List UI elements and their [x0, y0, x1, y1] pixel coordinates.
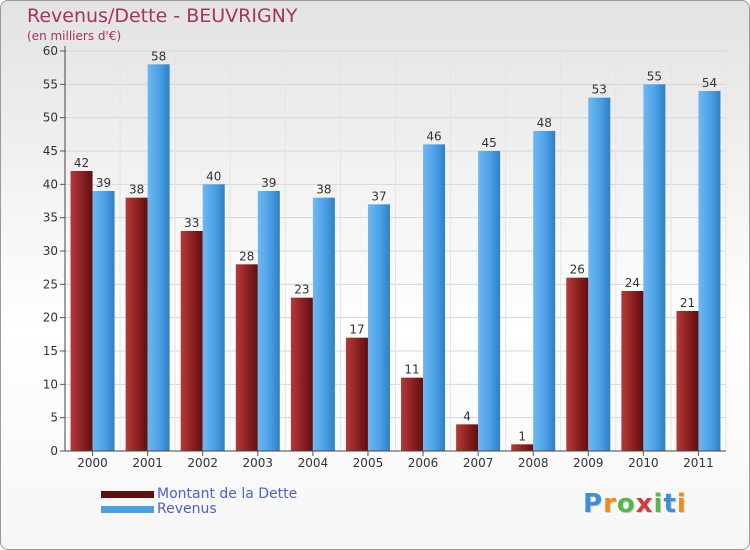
y-tick-label: 25	[43, 277, 58, 291]
y-tick-label: 60	[43, 44, 58, 58]
logo-letter: x	[635, 489, 654, 519]
bar-revenus	[257, 191, 280, 451]
bar-revenus	[147, 64, 170, 452]
x-tick-label: 2003	[243, 456, 274, 470]
data-label: 58	[151, 49, 166, 63]
data-label: 39	[261, 176, 276, 190]
data-label: 1	[518, 429, 526, 443]
data-label: 4	[463, 409, 471, 423]
bar-dette	[621, 291, 644, 451]
bar-dette	[125, 197, 148, 451]
y-tick-label: 15	[43, 344, 58, 358]
x-tick-label: 2008	[518, 456, 549, 470]
data-label: 21	[680, 296, 695, 310]
bar-dette	[676, 311, 699, 451]
data-label: 11	[404, 363, 419, 377]
y-tick-label: 35	[43, 211, 58, 225]
bar-dette	[290, 297, 313, 451]
y-tick-label: 45	[43, 144, 58, 158]
data-label: 38	[316, 183, 331, 197]
y-tick-label: 40	[43, 177, 58, 191]
logo-letter: P	[583, 489, 604, 519]
logo-letter: t	[663, 489, 677, 519]
bar-dette	[566, 277, 589, 451]
bar-revenus	[533, 131, 556, 451]
bar-revenus	[312, 197, 335, 451]
legend-label-revenus: Revenus	[157, 501, 217, 517]
y-tick-label: 5	[50, 411, 58, 425]
legend-swatch-dette	[101, 491, 154, 498]
x-tick-label: 2011	[683, 456, 714, 470]
bar-revenus	[92, 191, 115, 451]
data-label: 45	[481, 136, 496, 150]
bar-revenus	[588, 97, 611, 452]
y-tick-label: 50	[43, 111, 58, 125]
bars-group: 42 39 38 58 33 40 28 39 23 38 17 37 11 46 4 45 1 48 26 53 24…	[70, 49, 721, 452]
y-tick-label: 10	[43, 377, 58, 391]
y-tick-label: 20	[43, 311, 58, 325]
bar-revenus	[478, 151, 501, 451]
data-label: 42	[74, 156, 89, 170]
data-label: 48	[537, 116, 552, 130]
x-tick-label: 2006	[408, 456, 439, 470]
legend-label-dette: Montant de la Dette	[157, 486, 298, 502]
data-label: 37	[371, 189, 386, 203]
bar-dette	[70, 171, 93, 451]
x-tick-label: 2005	[353, 456, 384, 470]
bar-dette	[511, 444, 534, 451]
bar-dette	[401, 377, 424, 451]
bar-dette	[235, 264, 258, 451]
data-label: 40	[206, 169, 221, 183]
x-tick-label: 2000	[77, 456, 108, 470]
bar-revenus	[698, 91, 721, 451]
logo-letter: i	[676, 489, 687, 519]
chart-subtitle: (en milliers d'€)	[27, 29, 122, 43]
data-label: 54	[702, 76, 717, 90]
data-label: 39	[96, 176, 111, 190]
data-label: 28	[239, 249, 254, 263]
logo-letter: r	[603, 489, 617, 519]
data-label: 24	[625, 276, 640, 290]
proxiti-logo: Proxiti	[583, 489, 687, 519]
data-label: 46	[426, 129, 441, 143]
data-label: 23	[294, 283, 309, 297]
data-label: 26	[570, 263, 585, 277]
x-tick-label: 2001	[132, 456, 163, 470]
axes-group: 0 5 10 15 20 25 30 35 40 45 50 55 60 2000 2001 2002 2003…	[43, 44, 726, 470]
bar-dette	[180, 231, 203, 451]
bar-revenus	[643, 84, 666, 451]
grid-lines	[64, 50, 727, 452]
bar-revenus	[423, 144, 446, 452]
x-tick-label: 2002	[187, 456, 218, 470]
y-tick-label: 30	[43, 244, 58, 258]
chart-title: Revenus/Dette - BEUVRIGNY	[27, 5, 298, 27]
legend-swatch-revenus	[101, 506, 154, 513]
x-tick-label: 2004	[298, 456, 329, 470]
logo-letter: i	[653, 489, 664, 519]
y-tick-label: 0	[50, 444, 58, 458]
data-label: 55	[647, 69, 662, 83]
data-label: 33	[184, 216, 199, 230]
data-label: 38	[129, 183, 144, 197]
x-tick-label: 2007	[463, 456, 494, 470]
logo-letter: o	[616, 489, 636, 519]
data-label: 17	[349, 323, 364, 337]
x-tick-label: 2010	[628, 456, 659, 470]
bar-dette	[345, 337, 368, 451]
x-tick-label: 2009	[573, 456, 604, 470]
data-label: 53	[592, 83, 607, 97]
bar-revenus	[202, 184, 225, 452]
bar-dette	[456, 424, 479, 451]
bar-revenus	[367, 204, 390, 451]
y-tick-label: 55	[43, 77, 58, 91]
